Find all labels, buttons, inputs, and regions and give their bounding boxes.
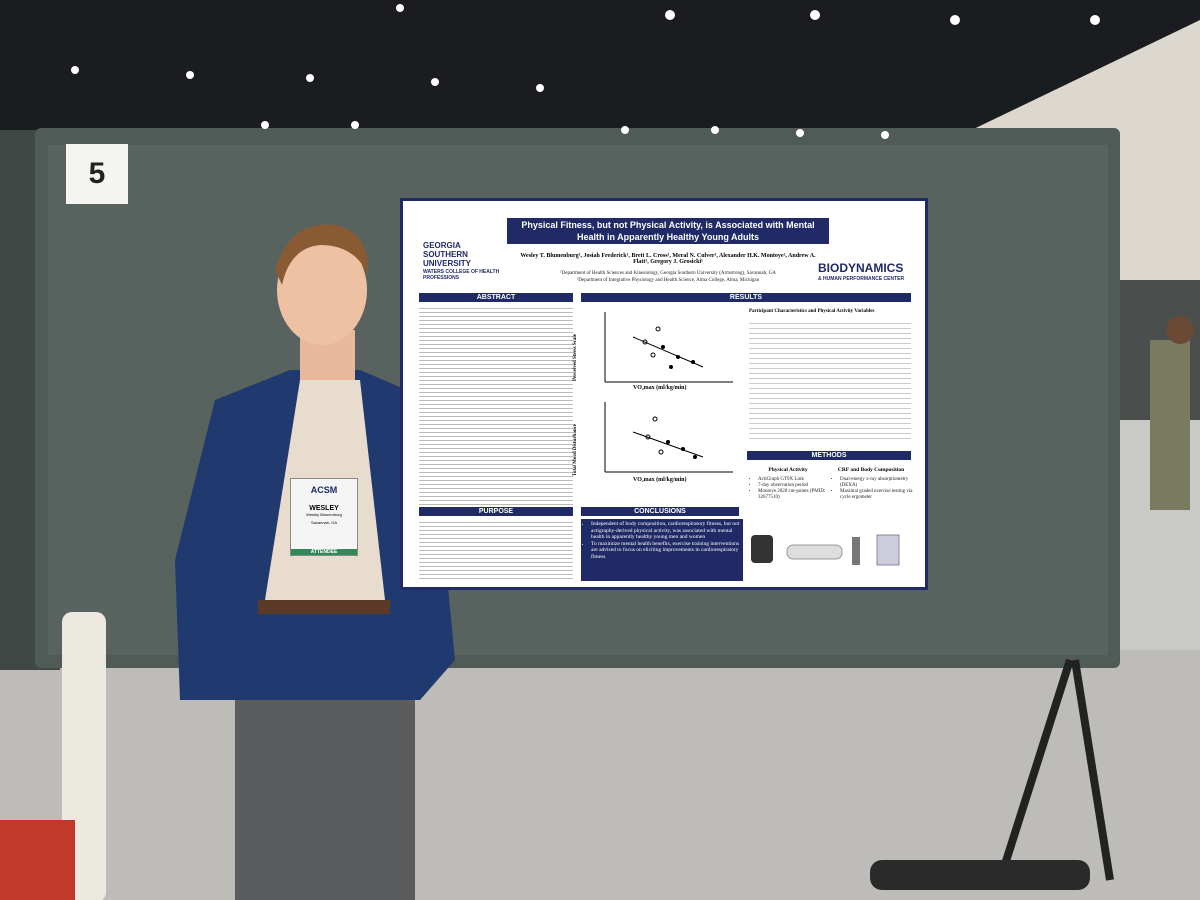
poster: GEORGIA SOUTHERN UNIVERSITY WATERS COLLE…: [400, 198, 928, 590]
section-heading: ABSTRACT: [419, 293, 573, 302]
list-item: ActiGraph GT9X Link: [758, 477, 836, 483]
equipment-icons: [751, 534, 900, 566]
methods-subheading: CRF and Body Composition: [837, 467, 905, 473]
y-axis-label: Perceived Stress Scale: [573, 333, 578, 381]
x-axis-label: VO₂max (ml/kg/min): [633, 477, 687, 483]
list-item: Maximal graded exercise testing via cycl…: [840, 489, 920, 501]
methods-list: ActiGraph GT9X Link7-day observation per…: [749, 477, 836, 501]
badge-org: ACSM: [310, 485, 338, 495]
authors: Wesley T. Blumenburg¹, Josiah Frederick¹…: [520, 253, 816, 265]
purpose-text-block: [419, 519, 573, 579]
section-heading: PURPOSE: [419, 507, 573, 516]
badge-full-name: Wesley Blumenburg: [306, 512, 342, 517]
booth-number: 5: [66, 144, 128, 204]
college: WATERS COLLEGE OF HEALTH PROFESSIONS: [423, 269, 500, 281]
scatter-plots: [604, 312, 733, 473]
y-axis-label: Total Mood Disturbance: [573, 423, 578, 476]
badge-name: WESLEY: [309, 505, 339, 512]
list-item: 7-day observation period: [758, 483, 836, 489]
lab-name: BIODYNAMICS: [818, 261, 904, 275]
list-item: Independent of body composition, cardior…: [591, 521, 741, 541]
table-title: Participant Characteristics and Physical…: [749, 309, 875, 314]
affiliation: ¹Department of Health Sciences and Kines…: [560, 271, 776, 276]
university: GEORGIA SOUTHERN UNIVERSITY: [423, 241, 472, 268]
methods-subheading: Physical Activity: [768, 467, 808, 473]
badge-ribbon: ATTENDEE: [291, 549, 357, 555]
poster-title: Physical Fitness, but not Physical Activ…: [507, 218, 829, 244]
x-axis-label: VO₂max (ml/kg/min): [633, 385, 687, 391]
list-item: To maximize mental health benefits, exer…: [591, 541, 741, 561]
methods-list: Dual-energy x-ray absorptiometry (DEXA)M…: [831, 477, 920, 501]
affiliation: ²Department of Integrative Physiology an…: [576, 278, 760, 283]
abstract-text-block: [419, 305, 573, 505]
badge-city: Savannah, GA: [310, 520, 338, 525]
lab-subtitle: & HUMAN PERFORMANCE CENTER: [818, 276, 905, 282]
name-badge: ACSM WESLEY Wesley Blumenburg Savannah, …: [290, 478, 358, 556]
section-heading: RESULTS: [581, 293, 911, 302]
list-item: Montoye 2020 cut-points (PMID: 32677510): [758, 489, 836, 501]
list-item: Dual-energy x-ray absorptiometry (DEXA): [840, 477, 920, 489]
table-block: [749, 319, 911, 439]
section-heading: CONCLUSIONS: [581, 507, 739, 516]
conclusions-list: Independent of body composition, cardior…: [581, 519, 743, 581]
section-heading: METHODS: [747, 451, 911, 460]
